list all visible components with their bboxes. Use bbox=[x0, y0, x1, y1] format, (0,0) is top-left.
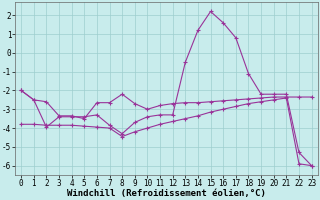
X-axis label: Windchill (Refroidissement éolien,°C): Windchill (Refroidissement éolien,°C) bbox=[67, 189, 266, 198]
